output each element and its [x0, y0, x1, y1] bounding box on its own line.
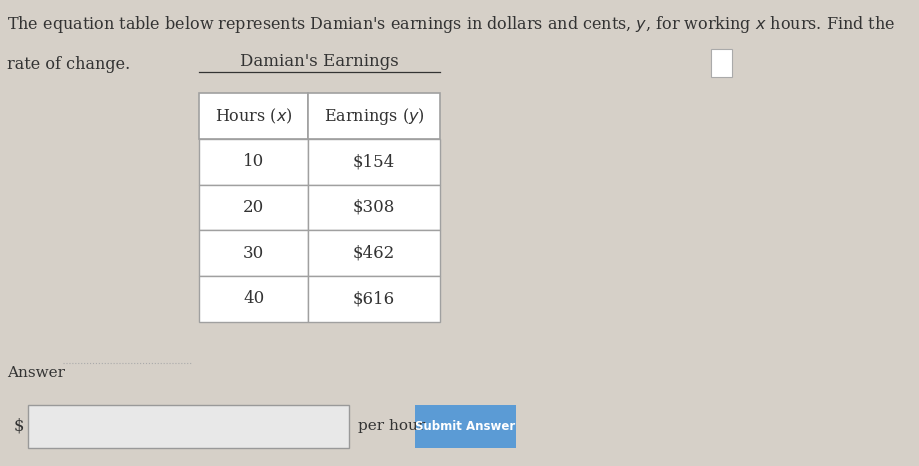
FancyBboxPatch shape: [710, 49, 731, 77]
Text: $308: $308: [352, 199, 394, 216]
FancyBboxPatch shape: [28, 405, 348, 448]
FancyBboxPatch shape: [308, 185, 439, 230]
Text: Hours ($x$): Hours ($x$): [215, 106, 292, 126]
Text: rate of change.: rate of change.: [7, 56, 130, 73]
FancyBboxPatch shape: [308, 93, 439, 139]
FancyBboxPatch shape: [199, 230, 308, 276]
Text: per hour: per hour: [357, 419, 425, 433]
Text: Answer: Answer: [7, 366, 65, 380]
Text: 10: 10: [243, 153, 264, 170]
Text: $462: $462: [353, 245, 394, 261]
FancyBboxPatch shape: [414, 405, 516, 448]
Text: The equation table below represents Damian's earnings in dollars and cents, $y$,: The equation table below represents Dami…: [7, 14, 895, 35]
FancyBboxPatch shape: [199, 139, 308, 185]
Text: Submit Answer: Submit Answer: [414, 420, 515, 433]
Text: $: $: [13, 418, 24, 435]
FancyBboxPatch shape: [199, 276, 308, 322]
FancyBboxPatch shape: [308, 139, 439, 185]
Text: 30: 30: [243, 245, 264, 261]
FancyBboxPatch shape: [199, 93, 308, 139]
Text: 20: 20: [243, 199, 264, 216]
Text: 40: 40: [243, 290, 264, 307]
FancyBboxPatch shape: [308, 230, 439, 276]
Text: $616: $616: [353, 290, 394, 307]
Text: $154: $154: [353, 153, 394, 170]
FancyBboxPatch shape: [199, 185, 308, 230]
Text: Earnings ($y$): Earnings ($y$): [323, 105, 424, 127]
FancyBboxPatch shape: [308, 276, 439, 322]
Text: Damian's Earnings: Damian's Earnings: [240, 53, 398, 70]
